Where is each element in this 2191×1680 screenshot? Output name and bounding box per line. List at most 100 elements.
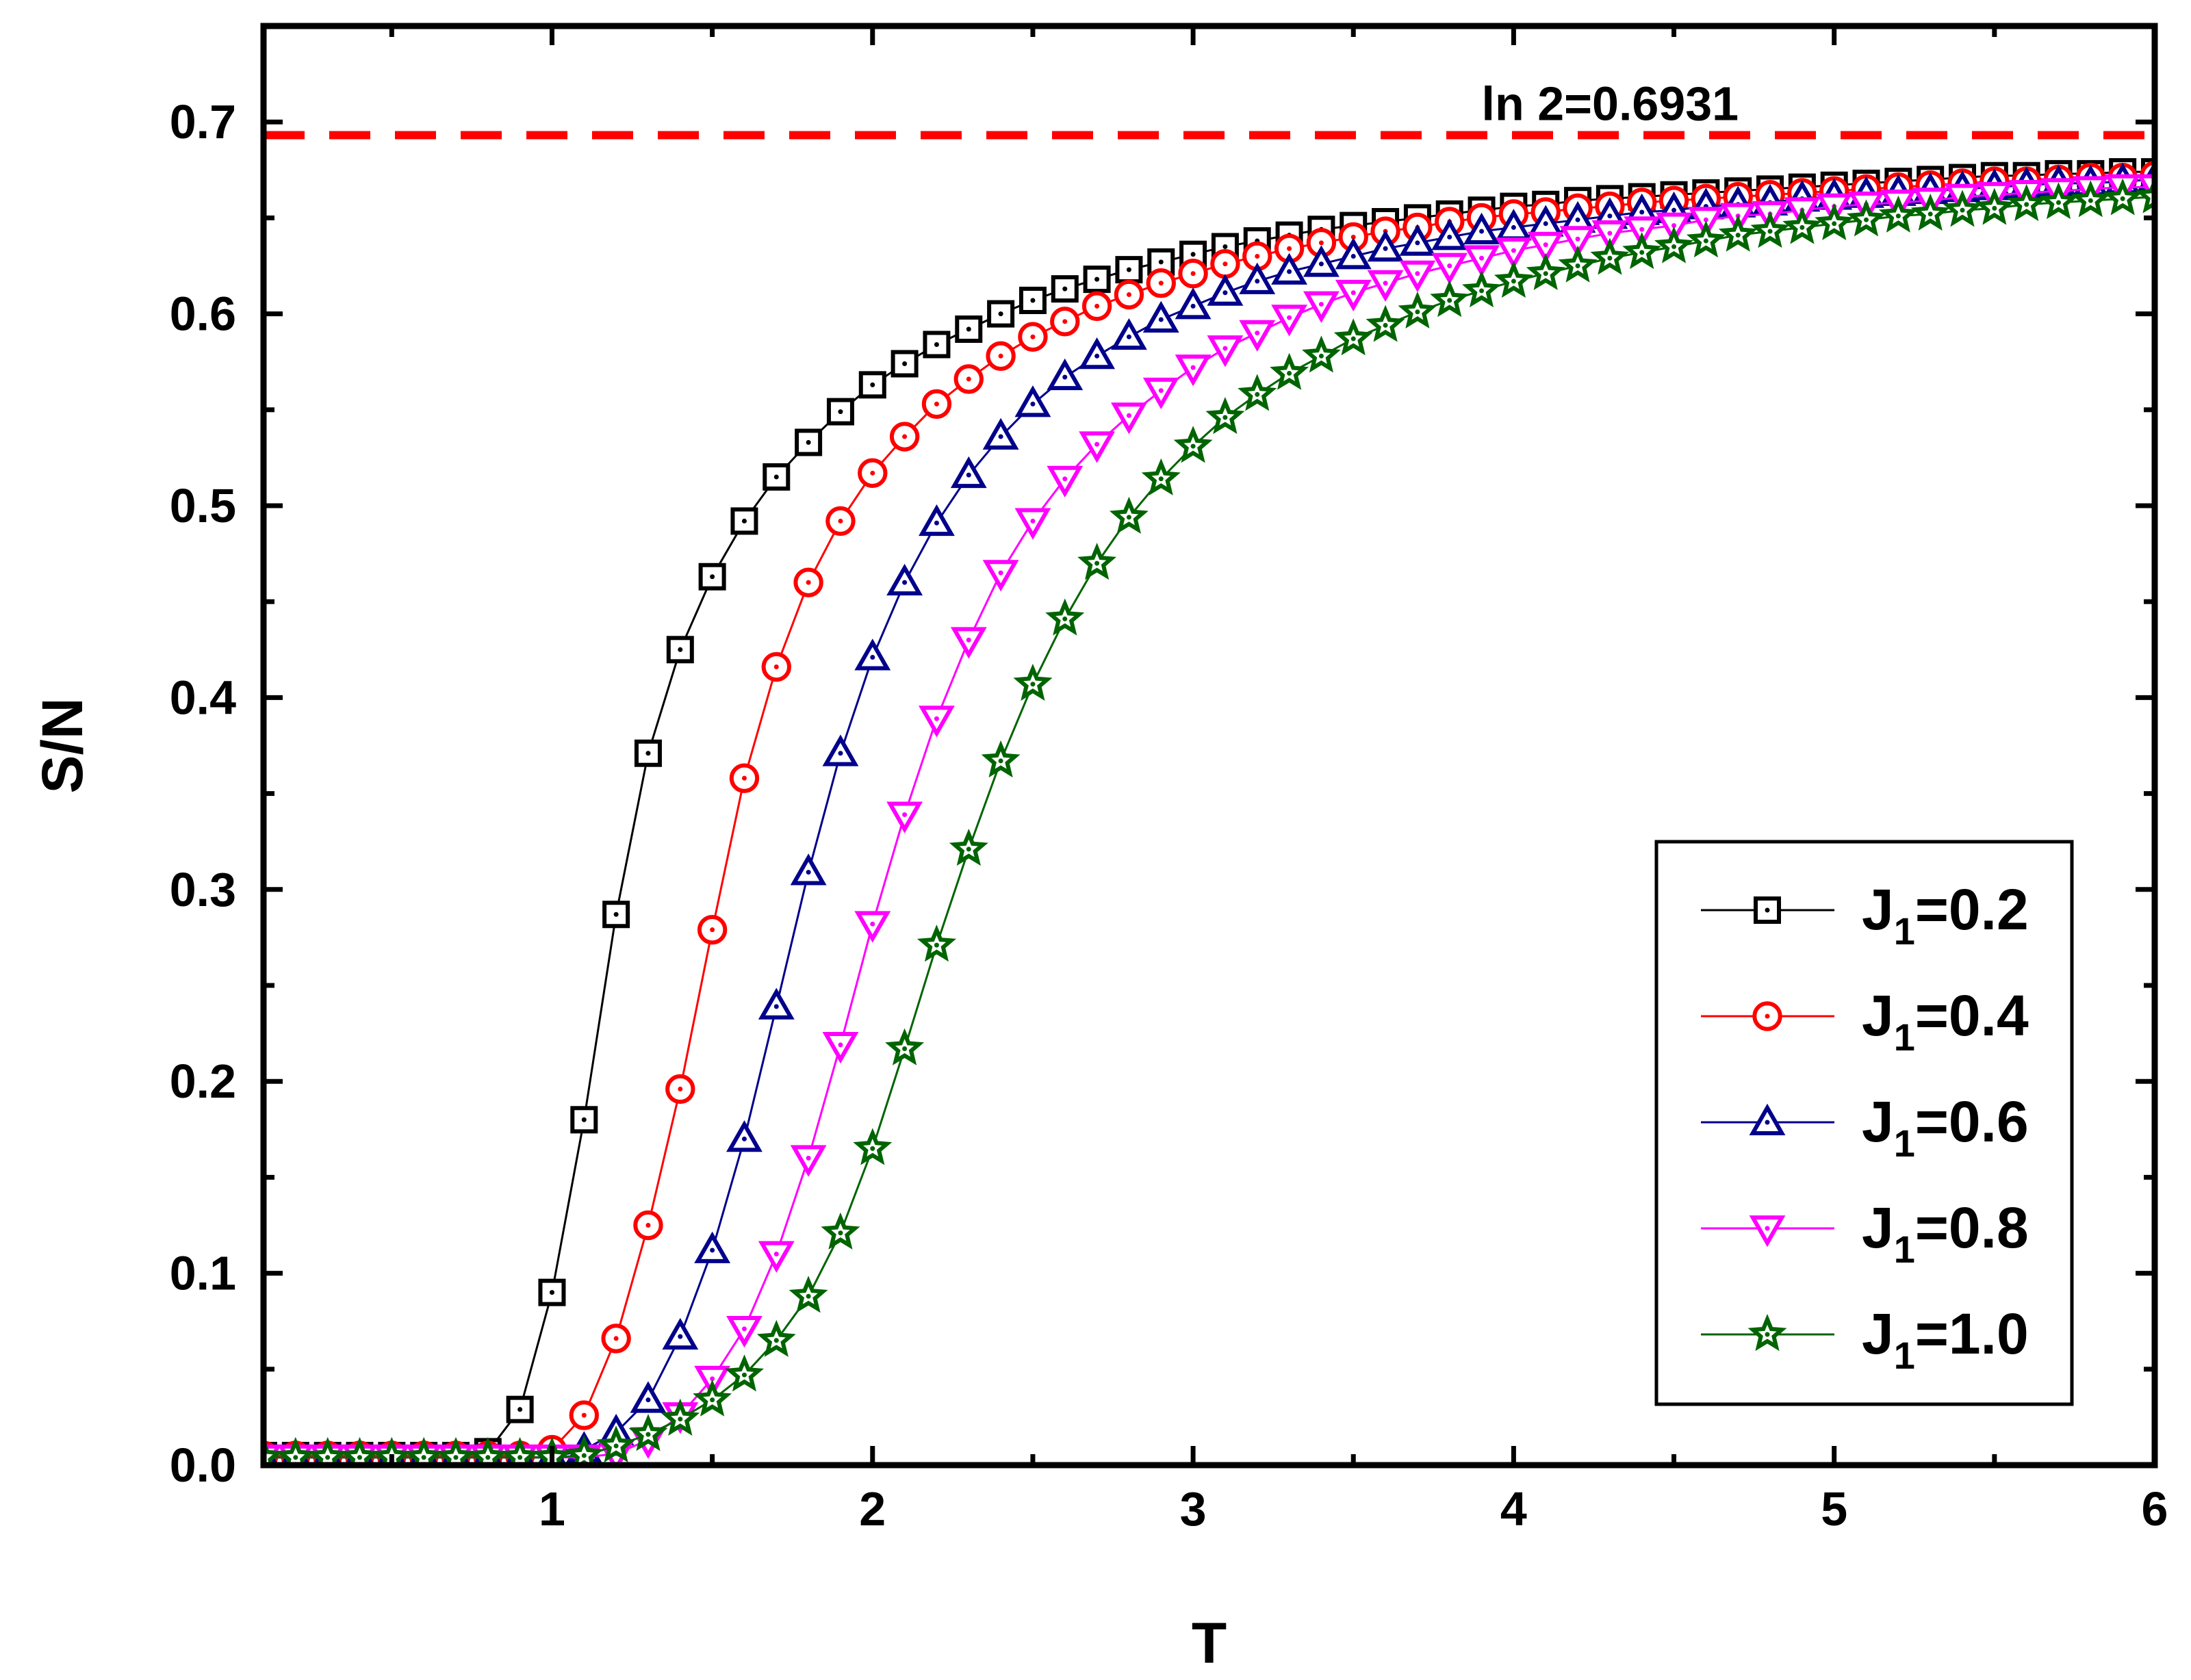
x-tick-label: 5 [1821,1482,1847,1536]
data-point-J1=0.4-17 [793,567,823,597]
legend-label: J1=0.4 [1862,983,2029,1059]
data-point-J1=0.4-26 [1081,291,1112,322]
legend-marker [1749,1215,1786,1248]
data-point-J1=0.2-17 [795,428,823,456]
data-point-J1=0.8-41 [1559,226,1596,258]
data-point-J1=0.8-39 [1495,237,1532,270]
data-point-J1=0.6-12 [630,1381,667,1413]
data-point-J1=0.6-19 [854,638,891,671]
y-tick-label: 0.2 [170,1055,236,1108]
data-point-J1=0.4-12 [633,1210,663,1241]
data-point-J1=0.8-25 [1047,465,1084,498]
data-point-J1=0.4-16 [761,651,791,682]
data-point-J1=0.2-19 [858,371,886,399]
data-point-J1=0.8-35 [1367,270,1404,302]
series-J1=1.0 [264,176,2155,1465]
data-point-J1=0.2-10 [570,1106,598,1134]
legend-item-J1=0.8: J1=0.8 [1701,1196,2029,1271]
legend-marker [1752,1001,1782,1031]
data-point-J1=0.8-42 [1591,220,1628,253]
data-point-J1=0.8-37 [1431,253,1468,285]
data-point-J1=0.8-23 [982,560,1019,592]
legend-marker [1754,896,1781,924]
x-tick-label: 4 [1500,1482,1527,1536]
data-point-J1=0.8-31 [1239,320,1276,352]
plot-frame [260,23,2158,1469]
legend-marker [1749,1103,1786,1135]
data-point-J1=0.2-11 [602,901,630,929]
data-point-J1=1.0-27 [1109,496,1149,534]
data-point-J1=0.2-26 [1083,266,1111,294]
legend-marker [1747,1314,1787,1352]
data-point-J1=1.0-56 [2039,182,2078,220]
data-point-J1=0.4-29 [1178,259,1208,289]
data-point-J1=0.2-23 [987,300,1015,328]
data-point-J1=1.0-48 [1782,207,1822,244]
y-tick-label: 0.5 [170,479,236,532]
data-point-J1=0.8-16 [758,1241,795,1273]
legend-label: J1=0.8 [1862,1196,2029,1271]
data-point-J1=0.2-8 [506,1395,534,1423]
data-point-J1=0.4-27 [1114,279,1144,310]
data-point-J1=1.0-58 [2103,178,2142,216]
data-point-J1=0.2-27 [1115,256,1143,284]
data-point-J1=0.6-23 [982,417,1019,450]
plot-content [264,131,2155,1465]
data-point-J1=0.8-34 [1335,279,1372,312]
data-point-J1=0.6-30 [1207,274,1244,306]
data-point-J1=0.6-21 [919,504,955,537]
data-point-J1=0.2-21 [923,331,951,359]
data-point-J1=0.2-9 [538,1278,566,1306]
data-point-J1=1.0-11 [596,1425,636,1463]
data-point-J1=0.6-18 [822,734,859,766]
data-point-J1=0.6-37 [1431,218,1468,250]
data-point-J1=0.2-22 [955,315,983,344]
data-point-J1=0.6-25 [1047,358,1084,391]
data-point-J1=0.4-19 [858,458,888,489]
data-point-J1=1.0-47 [1750,211,1790,248]
data-point-J1=1.0-12 [628,1414,668,1451]
data-point-J1=0.2-12 [634,739,662,767]
x-axis-title: T [1192,1611,1227,1675]
data-point-J1=1.0-13 [661,1398,700,1436]
data-point-J1=0.6-26 [1079,337,1116,370]
data-point-J1=0.8-38 [1463,245,1500,277]
data-point-J1=1.0-26 [1077,543,1117,580]
data-point-J1=0.6-32 [1271,253,1307,285]
data-point-J1=0.6-13 [662,1317,699,1350]
data-point-J1=1.0-38 [1462,270,1502,308]
y-tick-label: 0.4 [170,671,236,724]
data-point-J1=1.0-28 [1141,458,1181,495]
data-point-J1=0.6-31 [1239,262,1276,294]
x-tick-label: 3 [1180,1482,1207,1536]
data-point-J1=1.0-24 [1013,663,1053,701]
data-point-J1=1.0-40 [1526,253,1565,290]
data-point-J1=0.2-14 [698,563,726,591]
data-point-J1=0.4-23 [986,341,1016,371]
data-point-J1=1.0-41 [1558,245,1598,283]
data-point-J1=1.0-34 [1333,318,1373,356]
data-point-J1=1.0-46 [1718,214,1758,252]
data-point-J1=1.0-14 [693,1379,732,1417]
data-point-J1=1.0-36 [1398,291,1437,329]
data-point-J1=0.4-20 [889,422,920,452]
data-point-J1=0.6-35 [1367,229,1404,262]
data-point-J1=0.8-24 [1014,508,1051,540]
data-point-J1=0.2-16 [763,463,791,491]
y-tick-label: 0.0 [170,1438,236,1492]
data-point-J1=0.6-22 [950,456,987,489]
legend-item-J1=0.4: J1=0.4 [1701,983,2029,1059]
data-point-J1=0.6-17 [790,853,827,886]
data-point-J1=1.0-23 [981,740,1021,778]
data-point-J1=1.0-18 [821,1212,860,1250]
data-point-J1=0.6-16 [758,987,795,1020]
data-point-J1=1.0-33 [1302,335,1341,373]
data-point-J1=0.4-13 [665,1074,695,1104]
data-point-J1=0.8-17 [790,1145,827,1177]
data-point-J1=0.8-33 [1303,291,1340,323]
data-point-J1=0.8-28 [1142,377,1179,410]
data-point-J1=0.8-43 [1624,216,1661,248]
data-point-J1=0.2-18 [826,398,854,426]
